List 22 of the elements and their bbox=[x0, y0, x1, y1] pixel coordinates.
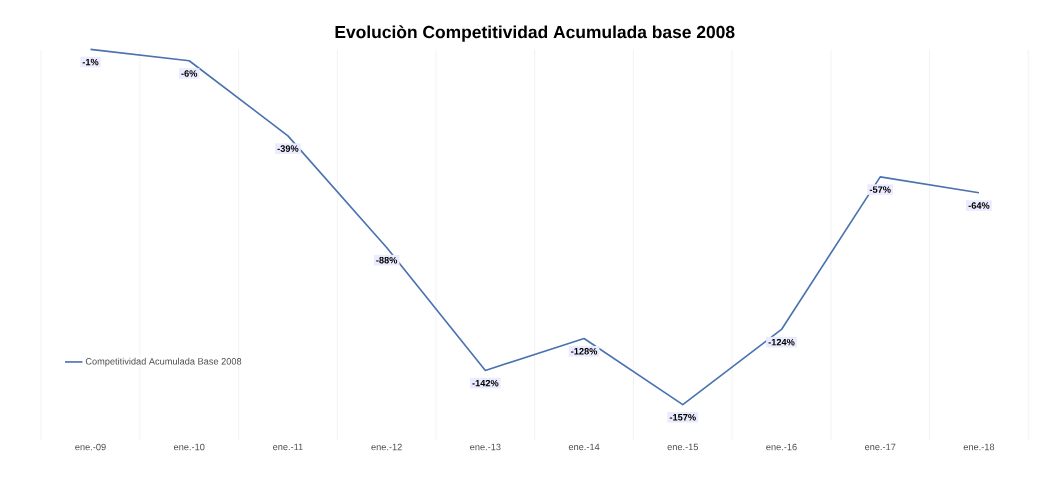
x-tick-label: ene.-09 bbox=[75, 443, 106, 451]
x-tick-label: ene.-14 bbox=[568, 443, 600, 451]
legend-label: Competitividad Acumulada Base 2008 bbox=[85, 357, 242, 367]
data-label: -6% bbox=[181, 70, 198, 77]
data-label: -157% bbox=[669, 413, 696, 421]
data-label: -64% bbox=[968, 202, 990, 209]
x-tick-label: ene.-10 bbox=[173, 443, 205, 451]
data-label: -124% bbox=[768, 338, 795, 346]
data-label: -128% bbox=[571, 347, 598, 355]
x-tick-label: ene.-15 bbox=[667, 443, 699, 451]
data-label: -1% bbox=[82, 58, 99, 66]
data-label: -88% bbox=[376, 256, 398, 264]
data-label: -39% bbox=[277, 145, 299, 152]
x-tick-label: ene.-11 bbox=[273, 443, 303, 451]
x-tick-label: ene.-18 bbox=[963, 443, 995, 451]
x-tick-label: ene.-13 bbox=[470, 443, 501, 451]
x-tick-label: ene.-16 bbox=[766, 443, 797, 451]
x-tick-label: ene.-17 bbox=[864, 443, 896, 451]
chart-title: Evoluciòn Competitividad Acumulada base 2008 bbox=[335, 25, 735, 42]
x-tick-label: ene.-12 bbox=[371, 443, 402, 451]
data-label: -57% bbox=[869, 186, 891, 193]
data-label: -142% bbox=[472, 379, 499, 387]
